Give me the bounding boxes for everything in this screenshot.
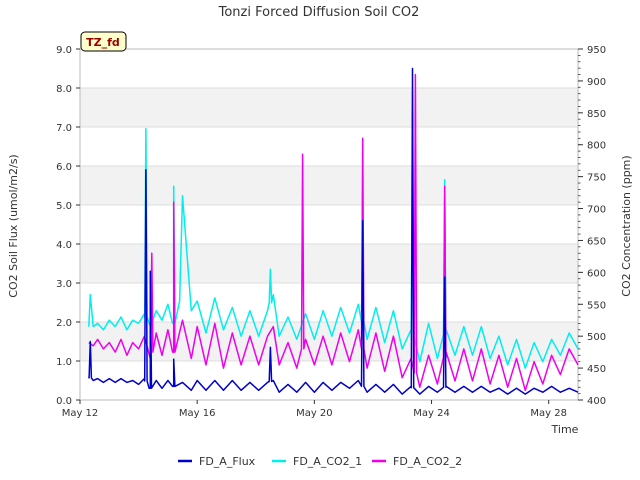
site-badge-label: TZ_fd (86, 36, 120, 49)
x-axis-label: Time (551, 423, 579, 436)
y-left-tick-label: 8.0 (56, 84, 72, 95)
y-left-tick-label: 6.0 (56, 162, 72, 173)
series-lines (88, 67, 579, 395)
y-left-tick-label: 9.0 (56, 45, 72, 56)
site-badge-box (80, 31, 127, 52)
y-left-tick-label: 0.0 (56, 396, 72, 407)
grid-bands (80, 87, 578, 401)
y-right-tick-label: 550 (587, 300, 606, 311)
y-left-tick-label: 1.0 (56, 357, 72, 368)
x-tick-label: May 12 (62, 408, 99, 419)
y-left-tick-label: 5.0 (56, 201, 72, 212)
y-right-tick-label: 450 (587, 364, 606, 375)
series-line-fd-a-co2-2 (88, 73, 579, 392)
y-right-tick-label: 500 (587, 332, 606, 343)
y-right-tick-label: 800 (587, 141, 606, 152)
grid-band (80, 88, 578, 127)
plot-frame (79, 48, 579, 401)
x-axis-ticks: May 12 May 16 May 20 May 24 May 28 (62, 400, 567, 419)
y-axis-left-ticks: 0.0 1.0 2.0 3.0 4.0 5.0 6.0 7.0 8.0 9.0 (56, 45, 80, 407)
legend-label: FD_A_Flux (199, 455, 256, 468)
y-left-tick-label: 3.0 (56, 279, 72, 290)
legend: FD_A_Flux FD_A_CO2_1 FD_A_CO2_2 (178, 455, 462, 468)
chart-title: Tonzi Forced Diffusion Soil CO2 (218, 5, 420, 20)
y-right-tick-label: 950 (587, 45, 606, 56)
x-tick-label: May 16 (179, 408, 216, 419)
y-right-tick-label: 650 (587, 236, 606, 247)
y-right-tick-label: 700 (587, 205, 606, 216)
x-tick-label: May 28 (530, 408, 567, 419)
grid-band (80, 166, 578, 205)
y-left-tick-label: 2.0 (56, 318, 72, 329)
site-badge: TZ_fd (80, 31, 127, 52)
y-axis-right-label: CO2 Concentration (ppm) (620, 155, 633, 296)
y-right-tick-label: 400 (587, 396, 606, 407)
y-left-tick-label: 7.0 (56, 123, 72, 134)
x-tick-label: May 20 (296, 408, 333, 419)
y-axis-left-label: CO2 Soil Flux (umol/m2/s) (7, 154, 20, 297)
legend-label: FD_A_CO2_2 (393, 455, 462, 468)
y-left-tick-label: 4.0 (56, 240, 72, 251)
y-right-tick-label: 600 (587, 268, 606, 279)
y-axis-right-ticks: 400 450 500 550 600 650 700 750 800 850 900 950 (578, 45, 606, 407)
y-right-tick-label: 850 (587, 109, 606, 120)
y-right-tick-label: 900 (587, 77, 606, 88)
y-right-tick-label: 750 (587, 173, 606, 184)
legend-label: FD_A_CO2_1 (293, 455, 362, 468)
grid-band (80, 244, 578, 283)
x-tick-label: May 24 (413, 408, 450, 419)
series-line-fd-a-flux (88, 67, 579, 395)
